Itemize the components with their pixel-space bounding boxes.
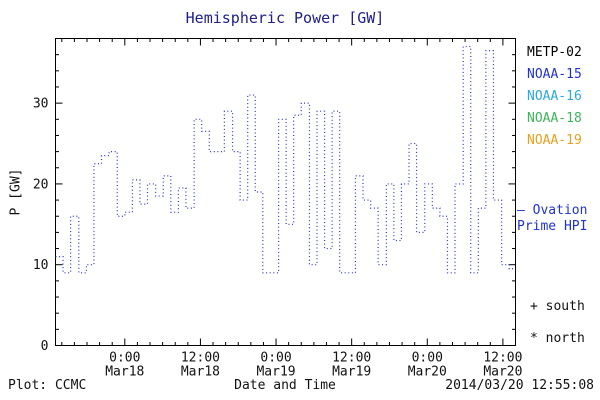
ovation-prime-hpi-label: — Ovation Prime HPI <box>517 203 587 235</box>
legend-item-metp02: METP-02 <box>527 45 582 60</box>
north-marker-label: * north <box>530 331 585 346</box>
x-tick-time-label: 0:00 <box>412 351 443 366</box>
y-tick-label: 0 <box>41 339 49 354</box>
legend-item-noaa15: NOAA-15 <box>527 67 582 82</box>
chart-title: Hemispheric Power [GW] <box>185 9 385 27</box>
x-tick-time-label: 12:00 <box>181 351 220 366</box>
legend-item-noaa16: NOAA-16 <box>527 89 582 104</box>
legend-item-noaa19: NOAA-19 <box>527 133 582 148</box>
timestamp: 2014/03/20 12:55:08 <box>445 378 594 393</box>
x-tick-time-label: 12:00 <box>332 351 371 366</box>
x-tick-date-label: Mar18 <box>105 365 144 380</box>
legend-item-noaa18: NOAA-18 <box>527 111 582 126</box>
x-tick-time-label: 0:00 <box>260 351 291 366</box>
y-tick-label: 20 <box>33 177 49 192</box>
x-tick-date-label: Mar19 <box>332 365 371 380</box>
x-tick-time-label: 12:00 <box>483 351 522 366</box>
x-tick-date-label: Mar18 <box>181 365 220 380</box>
plot-border <box>55 38 516 346</box>
y-tick-label: 10 <box>33 258 49 273</box>
x-tick-date-label: Mar20 <box>408 365 447 380</box>
south-marker-label: + south <box>530 299 585 314</box>
satellite-legend: METP-02 NOAA-15 NOAA-16 NOAA-18 NOAA-19 <box>527 42 582 152</box>
x-tick-date-label: Mar19 <box>256 365 295 380</box>
ovation-label-line2: Prime HPI <box>517 219 588 234</box>
hpi-step-line <box>55 45 513 274</box>
plot-credit: Plot: CCMC <box>8 378 87 393</box>
x-tick-time-label: 0:00 <box>109 351 140 366</box>
x-axis-title: Date and Time <box>234 378 336 393</box>
ovation-label-line1: — Ovation <box>517 203 588 218</box>
x-tick-date-label: Mar20 <box>483 365 522 380</box>
y-tick-label: 30 <box>33 97 49 112</box>
